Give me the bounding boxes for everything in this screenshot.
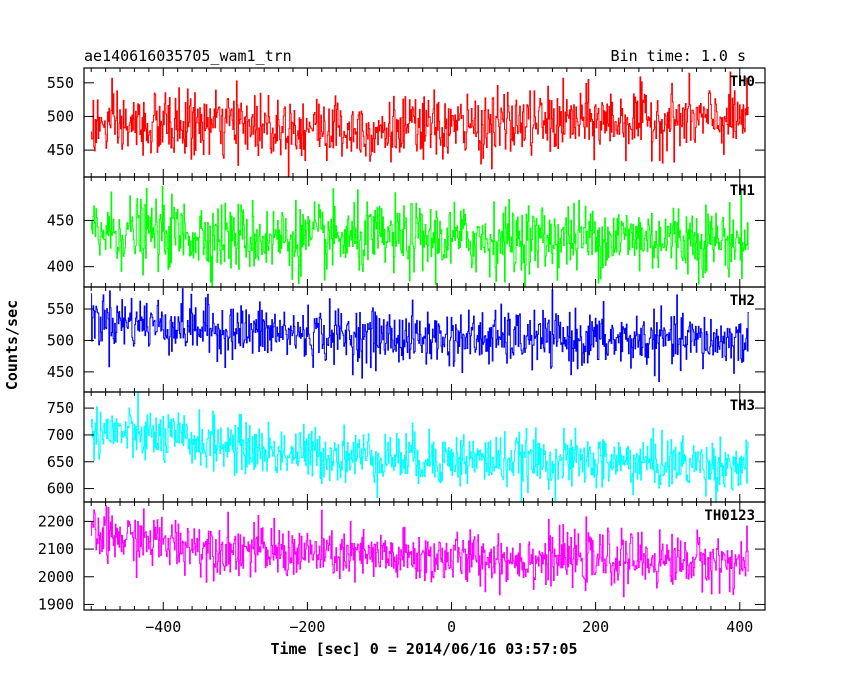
series-th3-trace: [90, 392, 749, 502]
panel-label-th1: TH1: [730, 183, 755, 199]
y-tick-label-th2: 550: [47, 300, 74, 318]
x-tick-label: −200: [289, 618, 325, 636]
y-tick-label-th2: 500: [47, 331, 74, 349]
x-tick-label: −400: [145, 618, 181, 636]
y-tick-label-th0123: 1900: [38, 595, 74, 613]
x-axis-title: Time [sec] 0 = 2014/06/16 03:57:05: [270, 640, 577, 658]
series-th2-trace: [90, 288, 749, 383]
y-tick-label-th0123: 2200: [38, 512, 74, 530]
series-th1-trace: [90, 186, 749, 287]
axis-ticks: [84, 68, 765, 610]
x-tick-label: 0: [447, 618, 456, 636]
panel-frame-th3: [83, 391, 766, 503]
y-tick-label-th0123: 2100: [38, 540, 74, 558]
bin-time-label: Bin time: 1.0 s: [611, 47, 746, 65]
chart-title: ae140616035705_wam1_trn: [84, 47, 292, 65]
y-tick-label-th0: 450: [47, 141, 74, 159]
panel-label-th3: TH3: [730, 398, 755, 414]
series-th0123-trace: [90, 505, 749, 598]
panel-frame-th1: [83, 176, 766, 288]
y-tick-label-th3: 600: [47, 480, 74, 498]
y-tick-label-th1: 450: [47, 211, 74, 229]
y-tick-label-th0123: 2000: [38, 568, 74, 586]
x-tick-label: 400: [726, 618, 753, 636]
y-tick-label-th2: 450: [47, 363, 74, 381]
series-traces: [90, 71, 749, 598]
x-tick-label: 200: [582, 618, 609, 636]
y-tick-label-th3: 700: [47, 426, 74, 444]
panel-frame-th0123: [83, 501, 766, 611]
panel-label-th0: TH0: [730, 74, 755, 90]
y-tick-label-th0: 550: [47, 74, 74, 92]
y-axis-title: Counts/sec: [3, 300, 21, 390]
y-tick-label-th3: 650: [47, 453, 74, 471]
y-tick-label-th1: 400: [47, 258, 74, 276]
y-tick-label-th3: 750: [47, 399, 74, 417]
panel-frames: [83, 67, 766, 611]
panel-label-th0123: TH0123: [704, 508, 755, 524]
series-th0-trace: [90, 71, 749, 177]
axis-labels: TH0 450 500 550 TH1 400 450 TH2 450 500 550 TH3 600 6…: [38, 74, 755, 636]
panel-label-th2: TH2: [730, 293, 755, 309]
y-tick-label-th0: 500: [47, 107, 74, 125]
